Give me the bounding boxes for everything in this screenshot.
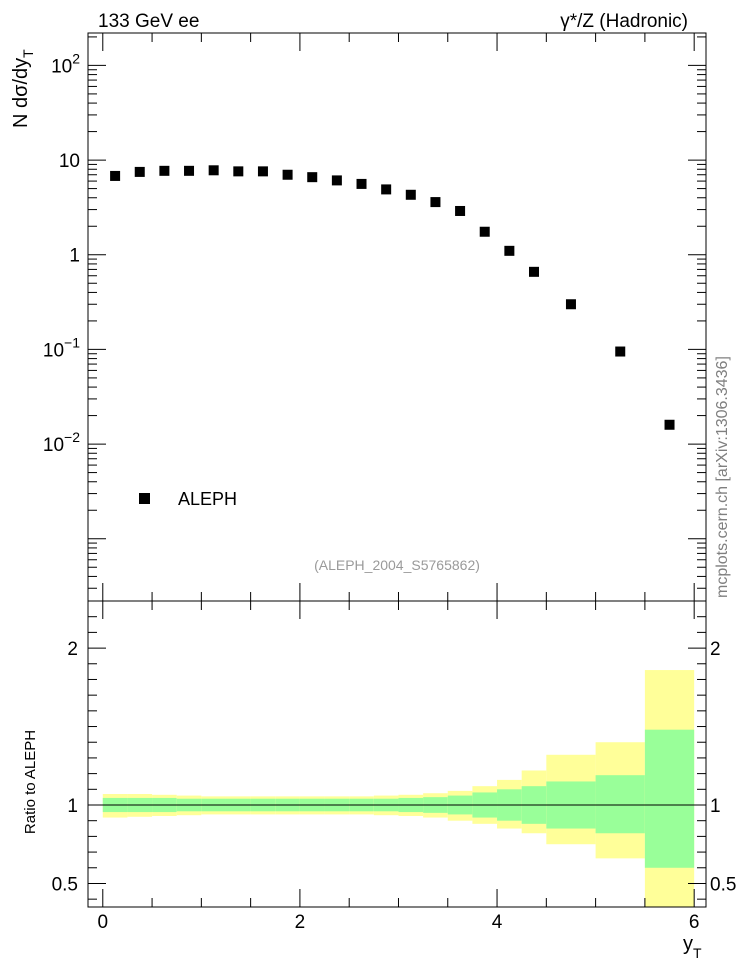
header-left: 133 GeV ee: [98, 11, 199, 32]
main-ylabel: N dσ/dyT: [10, 49, 36, 128]
data-point-13: [430, 197, 441, 208]
ratio-bands: [102, 670, 695, 907]
data-point-18: [565, 299, 576, 310]
data-point-3: [184, 165, 195, 176]
ratio-band-inner-20: [644, 729, 695, 868]
main-ylabel-sub: T: [20, 49, 36, 58]
xlabel-text: y: [683, 933, 693, 955]
main-axes: 102 10 1 10−1 10−2: [43, 32, 707, 602]
main-ytick-label-2: 1: [69, 246, 80, 267]
ratio-ytick-label-right-0: 0.5: [710, 874, 736, 895]
ratio-ylabel: Ratio to ALEPH: [22, 730, 39, 834]
data-point-20: [664, 419, 675, 430]
ratio-frame: [87, 600, 707, 908]
main-ytick-label-0: 102: [51, 50, 80, 77]
header-right: γ*/Z (Hadronic): [560, 11, 688, 32]
data-point-19: [615, 346, 626, 357]
legend: ALEPH: [139, 489, 237, 509]
ratio-ytick-label-left-0: 0.5: [52, 874, 78, 895]
data-point-7: [282, 169, 293, 180]
svg-text:N dσ/dyT: N dσ/dyT: [10, 49, 36, 128]
data-point-6: [257, 166, 268, 177]
ratio-ytick-label-right-2: 2: [710, 639, 721, 660]
data-point-14: [455, 205, 466, 216]
side-text: mcplots.cern.ch [arXiv:1306.3436]: [714, 356, 731, 598]
data-point-11: [381, 184, 392, 195]
ratio-band-inner-19: [595, 775, 645, 834]
legend-label: ALEPH: [178, 489, 237, 509]
xtick-label-0: 0: [97, 912, 108, 933]
xlabel: yT: [683, 933, 702, 961]
ratio-ytick-label-left-2: 2: [67, 639, 78, 660]
main-ytick-label-3: 10−1: [43, 334, 80, 361]
data-point-12: [405, 189, 416, 200]
main-ytick-label-1: 10: [59, 151, 80, 172]
data-point-2: [159, 165, 170, 176]
data-point-0: [110, 170, 121, 181]
side-text-label: mcplots.cern.ch [arXiv:1306.3436]: [714, 356, 731, 598]
ratio-axes: 0.5 0.5 1 1 2 2 0 2 4 6: [52, 600, 736, 933]
data-point-1: [134, 166, 145, 177]
main-ylabel-text: N dσ/dy: [10, 58, 32, 128]
legend-marker: [139, 493, 150, 504]
data-point-10: [356, 178, 367, 189]
xtick-label-1: 2: [295, 912, 306, 933]
data-point-8: [307, 172, 318, 183]
data-point-16: [504, 245, 515, 256]
main-ytick-label-4: 10−2: [43, 429, 80, 456]
xtick-label-2: 4: [492, 912, 503, 933]
main-frame: [87, 32, 707, 602]
reference-label: (ALEPH_2004_S5765862): [314, 557, 480, 573]
main-points: [110, 165, 675, 430]
data-point-9: [331, 175, 342, 186]
data-point-4: [208, 165, 219, 176]
svg-text:yT: yT: [683, 933, 702, 961]
ratio-ytick-label-right-1: 1: [710, 796, 721, 817]
data-point-17: [529, 266, 540, 277]
xlabel-sub: T: [693, 945, 702, 961]
data-point-15: [479, 226, 490, 237]
ratio-ylabel-text: Ratio to ALEPH: [22, 730, 39, 834]
data-point-5: [233, 166, 244, 177]
ratio-ytick-label-left-1: 1: [67, 796, 78, 817]
xtick-label-3: 6: [689, 912, 700, 933]
